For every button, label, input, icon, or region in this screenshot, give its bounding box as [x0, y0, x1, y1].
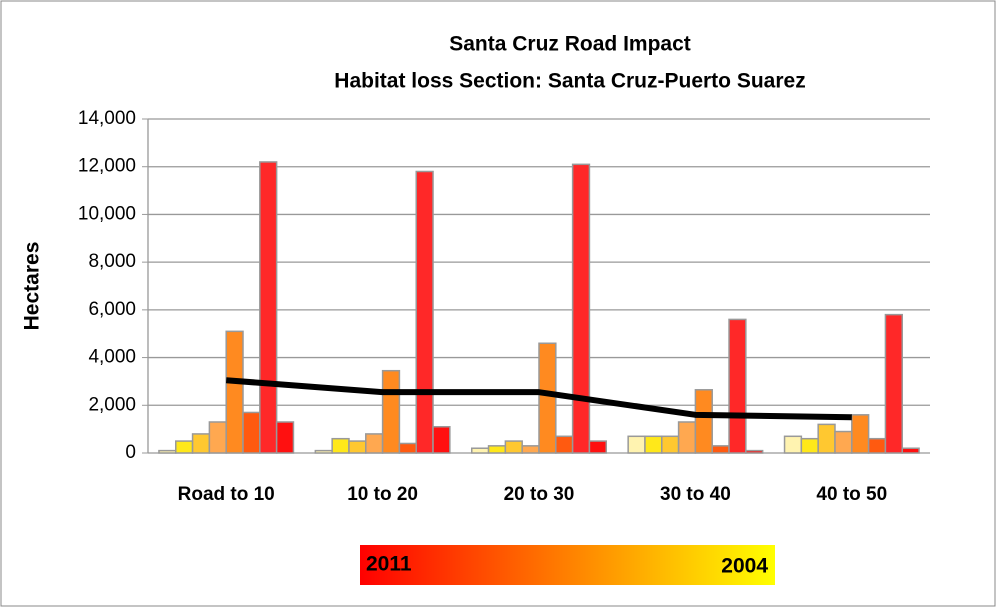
y-tick-label: 0	[125, 442, 136, 463]
bar	[711, 445, 730, 454]
bar	[331, 437, 350, 454]
bar	[398, 442, 417, 454]
bar	[365, 433, 384, 454]
legend-gradient	[360, 545, 775, 585]
bar	[901, 447, 920, 454]
bar	[627, 435, 646, 454]
bar	[504, 440, 523, 454]
bar	[644, 435, 663, 454]
bar	[728, 318, 747, 454]
bar	[381, 369, 401, 454]
bar	[834, 430, 853, 454]
bar	[817, 423, 836, 454]
bar	[588, 440, 608, 454]
bar	[555, 435, 574, 454]
chart-title: Santa Cruz Road Impact	[449, 33, 691, 56]
bar	[175, 440, 194, 454]
bar	[191, 433, 211, 454]
line	[225, 377, 852, 421]
bar	[538, 342, 557, 454]
chart-subtitle: Habitat loss Section: Santa Cruz-Puerto …	[334, 70, 805, 93]
bar	[415, 170, 434, 454]
y-tick-label: 8,000	[88, 251, 136, 272]
bar	[851, 414, 870, 454]
y-tick-label: 10,000	[78, 203, 136, 224]
bar	[867, 437, 887, 454]
x-tick-label: 40 to 50	[816, 484, 887, 505]
y-tick-label: 14,000	[78, 108, 136, 129]
y-tick-label: 2,000	[88, 394, 136, 415]
legend-label: 2004	[721, 555, 768, 578]
bar	[800, 437, 819, 454]
bar	[661, 435, 680, 454]
bar	[314, 449, 333, 454]
bar	[432, 426, 451, 454]
bar	[275, 421, 295, 454]
bar	[694, 389, 713, 454]
bar	[745, 449, 764, 454]
y-axis-label: Hectares	[21, 242, 44, 331]
x-tick-label: 20 to 30	[504, 484, 575, 505]
bar	[521, 445, 540, 454]
legend-label: 2011	[366, 553, 412, 576]
bar	[242, 411, 261, 454]
bar	[225, 330, 244, 454]
bar	[783, 435, 803, 454]
x-tick-label: Road to 10	[178, 484, 275, 505]
bar	[470, 447, 490, 454]
bar	[677, 421, 697, 454]
bar	[158, 449, 177, 454]
bar	[348, 440, 367, 454]
bar	[884, 313, 903, 454]
bar	[208, 421, 227, 454]
x-tick-label: 10 to 20	[347, 484, 418, 505]
bar	[259, 161, 278, 454]
y-tick-label: 6,000	[88, 299, 136, 320]
bar	[571, 163, 591, 454]
x-tick-label: 30 to 40	[660, 484, 731, 505]
y-tick-label: 4,000	[88, 347, 136, 368]
bar	[487, 445, 507, 454]
y-tick-label: 12,000	[78, 156, 136, 177]
